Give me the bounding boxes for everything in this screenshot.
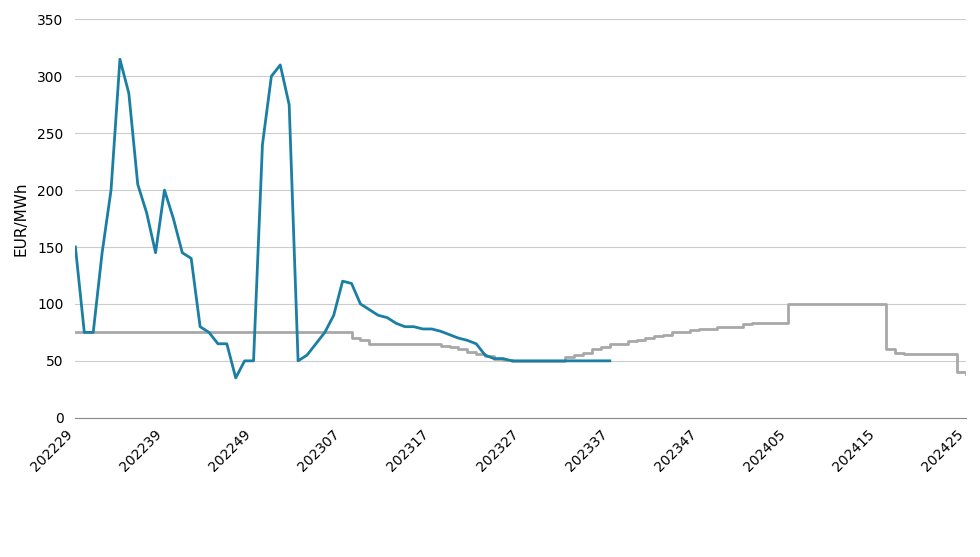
Historiskt systempris <box>230 374 242 381</box>
Historiskt systempris <box>274 62 286 69</box>
Historiskt systempris <box>70 243 81 250</box>
Line: Historiskt systempris: Historiskt systempris <box>75 59 610 378</box>
Terminspris <box>479 353 491 360</box>
Terminspris <box>960 371 972 378</box>
Terminspris <box>132 329 144 336</box>
Historiskt systempris <box>551 358 563 364</box>
Terminspris <box>738 321 750 328</box>
Terminspris <box>782 301 794 307</box>
Historiskt systempris <box>604 358 615 364</box>
Terminspris <box>70 329 81 336</box>
Terminspris <box>693 326 705 333</box>
Historiskt systempris <box>203 329 215 336</box>
Historiskt systempris <box>372 312 384 319</box>
Terminspris <box>292 329 304 336</box>
Terminspris <box>604 340 615 347</box>
Historiskt systempris <box>114 56 125 62</box>
Line: Terminspris: Terminspris <box>75 304 966 374</box>
Historiskt systempris <box>185 255 197 262</box>
Y-axis label: EUR/MWh: EUR/MWh <box>14 182 28 256</box>
Historiskt systempris <box>408 324 419 330</box>
